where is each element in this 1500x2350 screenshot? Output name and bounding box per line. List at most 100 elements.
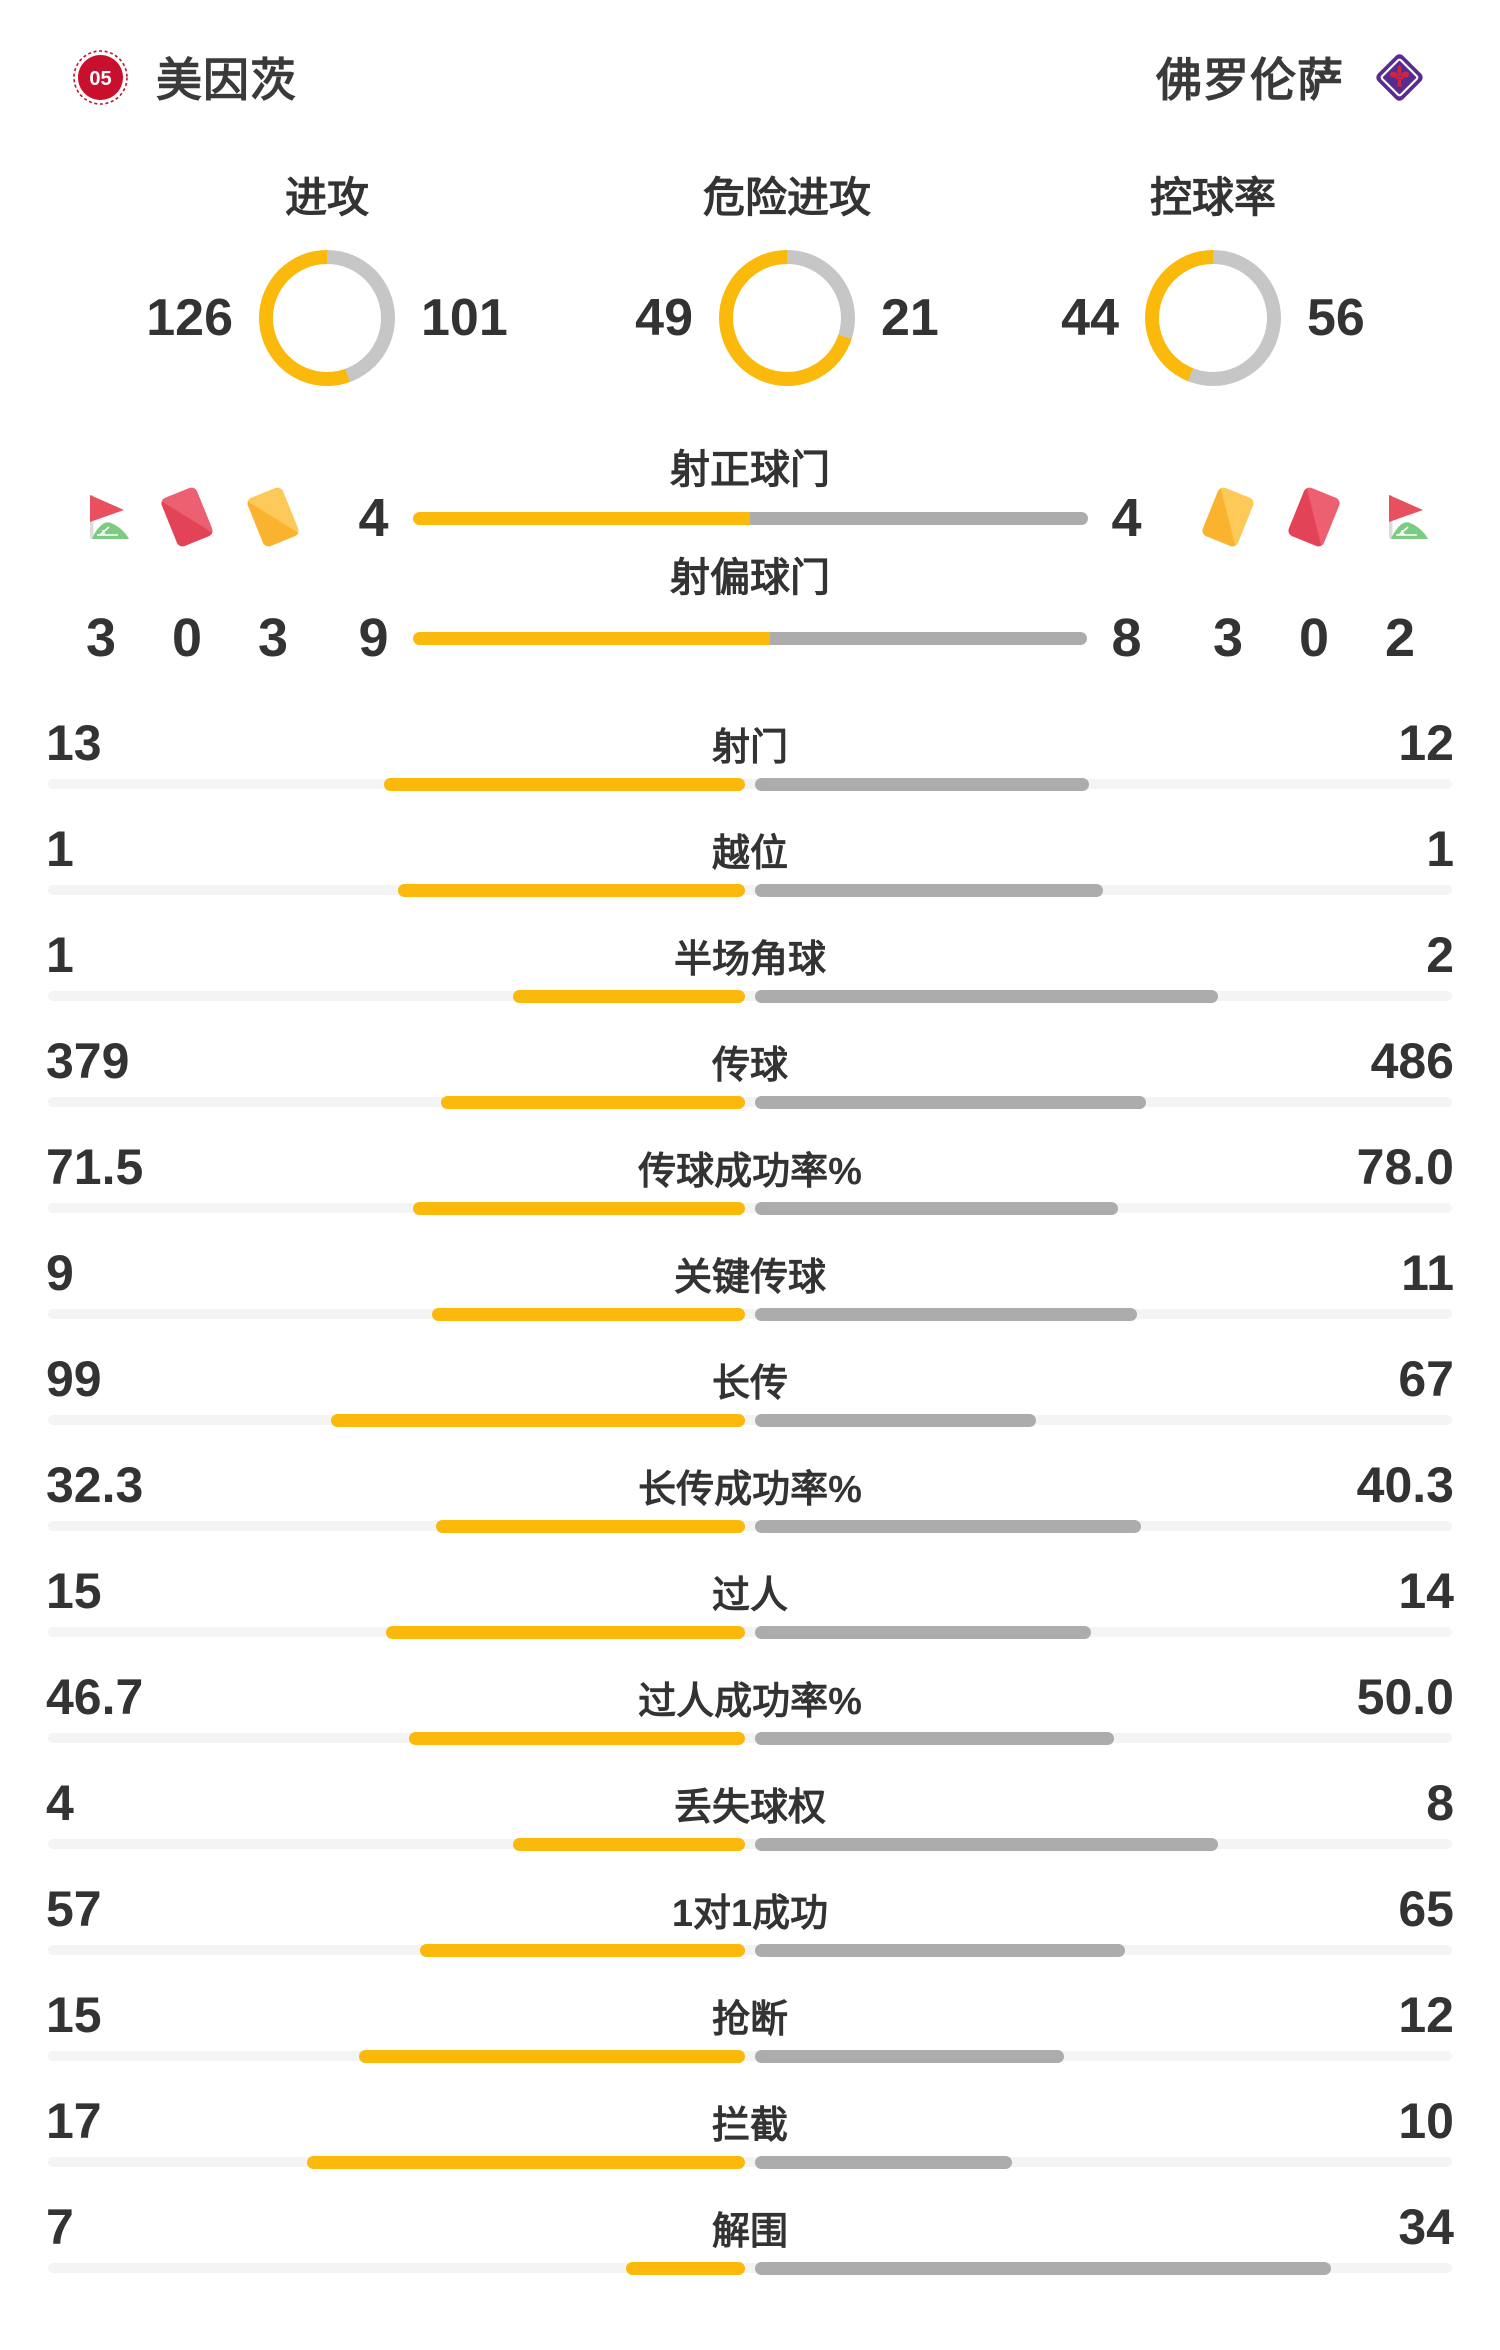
- donut-away-value: 101: [421, 289, 508, 347]
- donut-away-value: 21: [881, 289, 939, 347]
- donut-ring: [719, 250, 855, 386]
- stat-away-value: 40.3: [1356, 1457, 1454, 1513]
- stats-list: 13 射门 12 1 越位 1: [0, 700, 1500, 2290]
- shots-on-target-label: 射正球门: [670, 448, 830, 492]
- donut-away-value: 56: [1307, 289, 1365, 347]
- shots-off-target-label: 射偏球门: [670, 556, 830, 600]
- stat-row: 15 过人 14: [0, 1548, 1500, 1654]
- away-red-cards-count: 0: [1298, 608, 1330, 668]
- home-bar: [440, 1096, 745, 1109]
- red-card-icon: [159, 485, 215, 549]
- donut-home-value: 44: [1061, 289, 1119, 347]
- away-bar: [755, 1626, 1091, 1639]
- away-bar: [755, 1096, 1146, 1109]
- shots-on-target-away: 4: [1111, 488, 1142, 548]
- donut-stat-group: 危险进攻 49 21: [557, 176, 1017, 386]
- donut-home-value: 49: [635, 289, 693, 347]
- stat-row: 17 拦截 10: [0, 2078, 1500, 2184]
- away-bar: [755, 2262, 1332, 2275]
- stat-label: 传球成功率%: [638, 1150, 862, 1193]
- track-background: [48, 991, 1452, 1001]
- away-bar: [755, 778, 1089, 791]
- track-background: [48, 2157, 1452, 2167]
- home-bar: [397, 884, 745, 897]
- away-bar: [755, 884, 1103, 897]
- stat-label: 关键传球: [673, 1256, 826, 1299]
- stat-bar-track: [48, 1732, 1452, 1745]
- stat-label: 抢断: [711, 1998, 788, 2041]
- red-card-icon: [1286, 485, 1342, 549]
- track-background: [48, 885, 1452, 895]
- shots-on-target-row: 4 4: [0, 488, 1500, 548]
- stat-label: 1对1成功: [671, 1892, 829, 1935]
- stat-row: 57 1对1成功 65: [0, 1866, 1500, 1972]
- home-bar: [307, 2156, 745, 2169]
- away-discipline-cluster: 3 0 2: [1200, 485, 1428, 668]
- fleur-de-lis-icon: [1390, 63, 1409, 87]
- stat-home-value: 4: [46, 1775, 74, 1831]
- home-corners-count: 3: [85, 608, 117, 668]
- yellow-card-icon: [1200, 485, 1256, 549]
- home-bar-segment: [412, 631, 770, 645]
- home-bar: [358, 2050, 745, 2063]
- stat-bar-track: [48, 1414, 1452, 1427]
- stat-bar-track: [48, 778, 1452, 791]
- track-background: [48, 1415, 1452, 1425]
- stat-bar-track: [48, 1838, 1452, 1851]
- stat-home-value: 15: [46, 1987, 102, 2043]
- track-background: [48, 779, 1452, 789]
- stat-away-value: 486: [1370, 1033, 1454, 1089]
- stat-away-value: 65: [1398, 1881, 1454, 1937]
- donut-stat-group: 进攻 126 101: [97, 176, 557, 386]
- stat-home-value: 57: [46, 1881, 102, 1937]
- stat-row: 1 半场角球 2: [0, 912, 1500, 1018]
- corner-flag-icon: [1372, 488, 1428, 546]
- donut-title: 进攻: [284, 174, 369, 221]
- corner-flag-icon: [73, 488, 129, 546]
- donut-home-value: 126: [146, 289, 233, 347]
- stat-label: 丢失球权: [673, 1786, 826, 1829]
- track-background: [48, 2263, 1452, 2273]
- stat-row: 15 抢断 12: [0, 1972, 1500, 2078]
- stat-bar-track: [48, 2156, 1452, 2169]
- track-background: [48, 1627, 1452, 1637]
- stat-row: 32.3 长传成功率% 40.3: [0, 1442, 1500, 1548]
- yellow-card-icon: [245, 485, 301, 549]
- track-background: [48, 1309, 1452, 1319]
- stat-home-value: 9: [46, 1245, 74, 1301]
- stat-away-value: 67: [1398, 1351, 1454, 1407]
- stat-bar-track: [48, 1944, 1452, 1957]
- stat-home-value: 46.7: [46, 1669, 144, 1725]
- track-background: [48, 1521, 1452, 1531]
- home-bar: [330, 1414, 745, 1427]
- home-bar: [435, 1520, 745, 1533]
- away-bar: [755, 1308, 1138, 1321]
- stat-away-value: 14: [1398, 1563, 1454, 1619]
- stat-away-value: 8: [1426, 1775, 1454, 1831]
- home-team: 05 美因茨: [72, 44, 297, 110]
- stat-bar-track: [48, 1308, 1452, 1321]
- stat-label: 解围: [711, 2210, 788, 2253]
- stat-label: 半场角球: [673, 938, 826, 981]
- stat-away-value: 12: [1398, 1987, 1454, 2043]
- track-background: [48, 1839, 1452, 1849]
- track-background: [48, 1203, 1452, 1213]
- home-bar-segment: [412, 511, 750, 525]
- stat-home-value: 99: [46, 1351, 102, 1407]
- home-discipline-cluster: 3 0 3: [73, 485, 301, 668]
- donut-hole: [273, 264, 381, 372]
- stat-away-value: 34: [1398, 2199, 1454, 2255]
- stat-row: 379 传球 486: [0, 1018, 1500, 1124]
- stat-bar-track: [48, 884, 1452, 897]
- shots-off-target-away: 8: [1111, 608, 1142, 668]
- away-bar-segment: [750, 511, 1088, 525]
- stat-row: 13 射门 12: [0, 700, 1500, 806]
- home-bar: [412, 1202, 745, 1215]
- shots-on-target-bar: [412, 511, 1088, 525]
- track-background: [48, 1097, 1452, 1107]
- stat-home-value: 1: [46, 927, 74, 983]
- stat-label: 射门: [711, 726, 788, 769]
- stat-bar-track: [48, 1520, 1452, 1533]
- shots-off-target-row: 9 8: [0, 608, 1500, 668]
